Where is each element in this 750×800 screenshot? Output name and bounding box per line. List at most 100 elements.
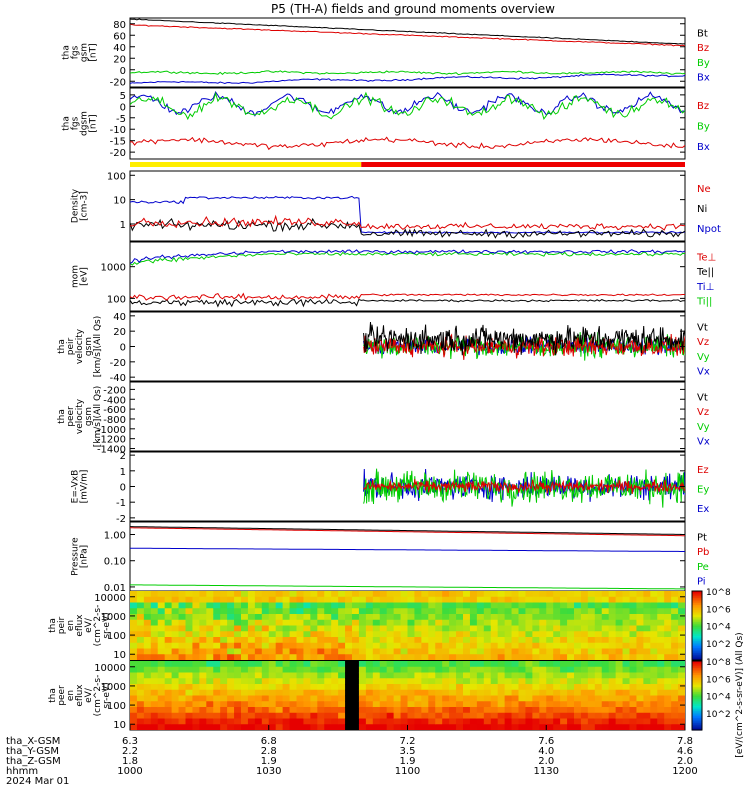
series-density-Ne <box>130 214 685 231</box>
legend-Vy: Vy <box>697 352 710 363</box>
series-fgs_gsm-Bz <box>130 23 685 47</box>
series-fgs_dgsm-Bz <box>130 136 685 151</box>
legend-Vt: Vt <box>697 392 708 403</box>
ytick-label: -400 <box>103 395 126 406</box>
legend-Bz: Bz <box>697 43 709 54</box>
panel-data <box>363 321 685 361</box>
ytick-label: 10 <box>113 650 126 661</box>
ytick-label: -1 <box>116 498 126 509</box>
legend-Vy: Vy <box>697 422 710 433</box>
ylabel-line: fgs <box>71 116 81 130</box>
colorbar-1: 10^8 10^6 10^4 10^2 <box>691 588 731 661</box>
ylabel-line: tha <box>57 339 67 354</box>
ytick-label: -1000 <box>97 425 126 436</box>
ylabel-line: gsm <box>84 407 94 426</box>
status-bar-slow-survey <box>130 162 362 167</box>
legend-Npot: Npot <box>697 224 721 235</box>
bottom-axis-value: 1200 <box>672 766 697 777</box>
legend-Pt: Pt <box>697 532 707 543</box>
ytick-label: 100 <box>107 294 126 305</box>
ytick-label: -2 <box>116 514 126 525</box>
series-density-Ni <box>130 217 685 239</box>
ytick-label: 40 <box>113 43 126 54</box>
ylabel-line: tha <box>62 45 72 60</box>
ylabel-line: eflux <box>75 684 85 707</box>
ylabel-line: [mV/m] <box>80 470 90 504</box>
ytick-label: 10 <box>113 720 126 731</box>
bottom-axis-value: 3.5 <box>400 746 416 757</box>
ytick-label: -15 <box>110 137 126 148</box>
ytick-label: 20 <box>113 54 126 65</box>
ytick-label: -20 <box>110 148 126 159</box>
colorbar-frame <box>691 660 703 731</box>
ylabel-line: eV/ <box>84 617 94 633</box>
colorbar-tick-label: 10^6 <box>706 675 731 685</box>
ytick-label: 5 <box>120 91 126 102</box>
ylabel-line: peer <box>66 406 76 427</box>
series-fgs_gsm-Bt <box>130 18 685 45</box>
ylabel-line: [km/s](All Qs) <box>93 386 103 448</box>
legend-Bt: Bt <box>697 28 708 39</box>
ytick-label: 1000 <box>101 263 126 274</box>
series-peir_velocity-Vt <box>363 321 685 356</box>
series-peir_velocity-Vy <box>363 332 685 361</box>
ylabel-line: Density <box>71 188 81 223</box>
ytick-label: 40 <box>113 312 126 323</box>
ytick-label: -40 <box>110 373 126 384</box>
panel-efield: 2 1 0 -1 -2 E=-VxB [mV/m] Ez Ey Ex <box>71 451 710 525</box>
legend-Vz: Vz <box>697 337 709 348</box>
bottom-axis-row-label: hhmm <box>6 766 38 777</box>
legend-Ni: Ni <box>697 204 707 215</box>
legend-Vt: Vt <box>697 322 708 333</box>
panel-temperature: 1000 100 mom [eV] Te⊥ Te|| Ti⊥ Ti|| <box>71 241 716 312</box>
bottom-axis-value: 7.6 <box>538 736 554 747</box>
series-pressure-Pe <box>130 584 685 590</box>
bottom-axis-value: 1030 <box>256 766 281 777</box>
bottom-axis-value: 1.9 <box>261 756 277 767</box>
ylabel-line: velocity <box>75 328 85 364</box>
bottom-axis-value: 1.8 <box>122 756 138 767</box>
ytick-label: 1000 <box>101 682 126 693</box>
bottom-axis-value: 7.2 <box>400 736 416 747</box>
series-temperature-Ti⊥ <box>130 249 685 264</box>
bottom-axis-row-label: tha_Z-GSM <box>6 756 61 767</box>
panel-data <box>130 91 685 151</box>
legend-Te||: Te|| <box>696 267 714 278</box>
bottom-axis-value: 2.0 <box>677 756 693 767</box>
ylabel-line: [eV] <box>80 267 90 286</box>
ylabel-line: [nT] <box>89 114 99 132</box>
ytick-label: 1 <box>120 467 126 478</box>
legend-Bz: Bz <box>697 101 709 112</box>
bottom-axis-value: 1000 <box>117 766 142 777</box>
ylabel-line: sr-eV) <box>102 682 112 708</box>
legend-Te⊥: Te⊥ <box>696 252 716 263</box>
bottom-axis-value: 2.0 <box>538 756 554 767</box>
ylabel-line: tha <box>48 618 58 633</box>
bottom-axis-value: 1130 <box>534 766 559 777</box>
colorbar-tick-label: 10^4 <box>706 693 731 703</box>
ylabel-line: (cm^2-s- <box>93 675 103 717</box>
ylabel-line: peer <box>57 685 67 706</box>
ylabel-line: tha <box>48 688 58 703</box>
ytick-label: -600 <box>103 405 126 416</box>
panel-frame <box>129 87 686 160</box>
ytick-label: 1.00 <box>104 531 126 542</box>
ytick-label: 2 <box>120 451 126 462</box>
panel-data <box>130 591 685 660</box>
ytick-label: -20 <box>110 358 126 369</box>
panel-frame <box>129 17 686 88</box>
ylabel-line: peir <box>57 616 67 634</box>
ytick-label: 0.10 <box>104 557 126 568</box>
bottom-axis-value: 4.0 <box>538 746 554 757</box>
legend-Pb: Pb <box>697 547 709 558</box>
panel-peer_en_eflux: 10000 1000 100 10 tha peer en eflux eV/(cm^2-s-s… <box>48 660 686 731</box>
bottom-axis-value: 2.2 <box>122 746 138 757</box>
ytick-label: -1400 <box>97 445 126 456</box>
ylabel-line: sr-eV) <box>102 612 112 638</box>
series-fgs_dgsm-Bx <box>130 91 685 117</box>
series-pressure-Pb <box>130 527 685 537</box>
ylabel-line: [nPa] <box>80 545 90 568</box>
ylabel-line: tha <box>57 409 67 424</box>
